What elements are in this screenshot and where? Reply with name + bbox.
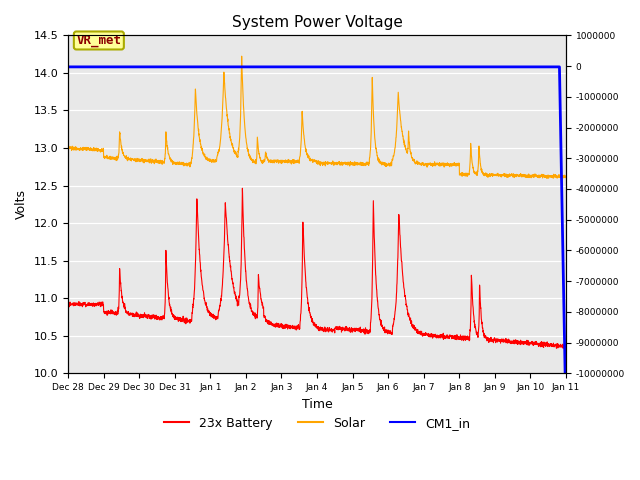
23x Battery [561, 346, 569, 352]
CM1_in [365, 64, 373, 70]
Solar [559, 173, 567, 179]
23x Battery [562, 344, 570, 350]
Solar [250, 158, 257, 164]
Line: 23x Battery: 23x Battery [68, 188, 566, 349]
23x Battery [289, 324, 296, 330]
Solar [474, 167, 482, 172]
CM1_in [474, 64, 482, 70]
Legend: 23x Battery, Solar, CM1_in: 23x Battery, Solar, CM1_in [159, 412, 475, 435]
X-axis label: Time: Time [301, 397, 332, 410]
Text: VR_met: VR_met [76, 34, 122, 47]
CM1_in [456, 64, 464, 70]
23x Battery [250, 312, 257, 318]
Solar [562, 173, 570, 179]
CM1_in [64, 64, 72, 70]
Line: CM1_in: CM1_in [68, 67, 566, 373]
Solar [456, 171, 464, 177]
Solar [543, 176, 551, 181]
Y-axis label: Volts: Volts [15, 189, 28, 219]
23x Battery [456, 334, 464, 340]
23x Battery [474, 335, 482, 340]
CM1_in [561, 371, 569, 376]
23x Battery [239, 185, 246, 191]
Title: System Power Voltage: System Power Voltage [232, 15, 403, 30]
Solar [64, 144, 72, 149]
Solar [365, 156, 373, 162]
CM1_in [559, 238, 566, 244]
CM1_in [250, 64, 257, 70]
Solar [289, 157, 296, 163]
23x Battery [365, 327, 373, 333]
Line: Solar: Solar [68, 56, 566, 179]
Solar [238, 53, 246, 59]
CM1_in [562, 371, 570, 376]
23x Battery [559, 341, 566, 347]
CM1_in [289, 64, 296, 70]
23x Battery [64, 302, 72, 308]
